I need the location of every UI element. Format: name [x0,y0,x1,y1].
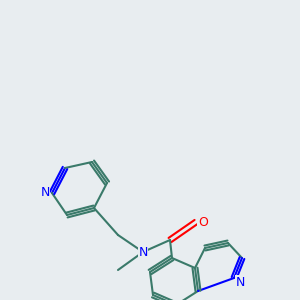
Text: N: N [138,247,148,260]
Text: N: N [40,187,50,200]
Text: N: N [235,275,245,289]
Text: O: O [198,215,208,229]
